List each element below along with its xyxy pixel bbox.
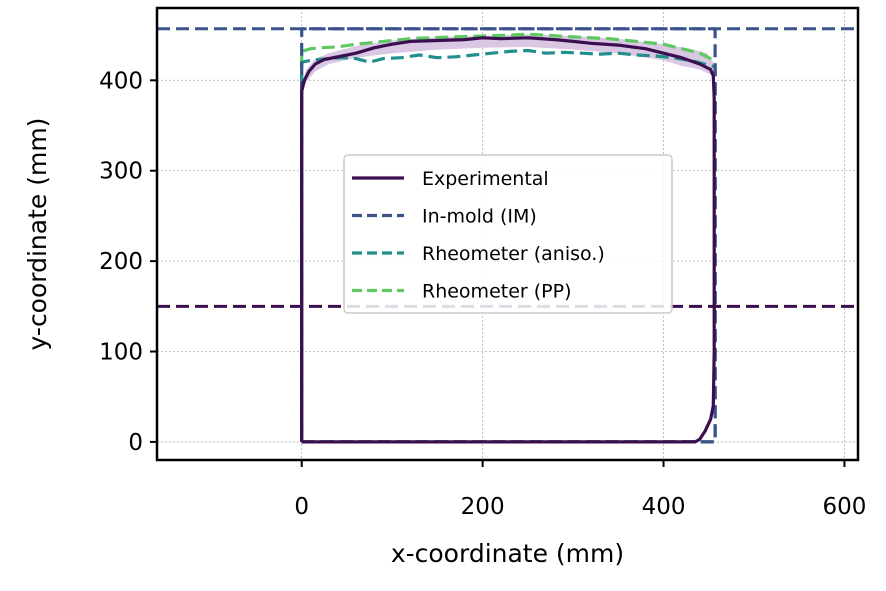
experimental-uncertainty-band	[301, 34, 714, 94]
series-experimental	[300, 36, 716, 444]
series-lines	[300, 27, 717, 444]
x-axis-label: x-coordinate (mm)	[391, 539, 624, 568]
legend-label: Rheometer (PP)	[422, 281, 572, 303]
plot-frame	[155, 6, 860, 462]
legend-label: Experimental	[422, 168, 549, 190]
y-tick-label: 200	[99, 249, 143, 275]
legend-label: Rheometer (aniso.)	[422, 243, 605, 265]
y-axis-label: y-coordinate (mm)	[23, 118, 52, 351]
x-tick-label: 400	[642, 494, 686, 520]
grid-lines	[157, 8, 858, 460]
y-tick-label: 100	[99, 340, 143, 366]
y-tick-label: 300	[99, 159, 143, 185]
legend-label: In-mold (IM)	[422, 206, 537, 228]
legend-box	[343, 154, 673, 314]
y-tick-label: 0	[128, 430, 143, 456]
x-tick-label: 600	[822, 494, 866, 520]
x-tick-label: 200	[461, 494, 505, 520]
axis-ticks: 0 200 400 600 0 100 200 300 400	[99, 68, 866, 520]
series-rheometer-pp	[300, 32, 717, 444]
x-tick-label: 0	[294, 494, 309, 520]
legend: Experimental In-mold (IM) Rheometer (aniso…	[343, 154, 673, 314]
y-tick-label: 400	[99, 68, 143, 94]
